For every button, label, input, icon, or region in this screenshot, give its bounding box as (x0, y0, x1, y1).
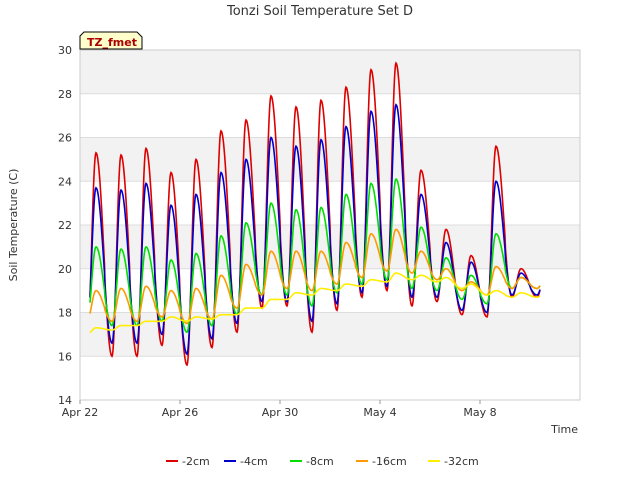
grid-band (80, 356, 580, 400)
site-badge-label: TZ_fmet (87, 36, 137, 49)
y-tick-label: 30 (58, 44, 72, 57)
grid-band (80, 50, 580, 94)
legend: -2cm -4cm -8cm -16cm -32cm (166, 455, 479, 468)
grid-band (80, 93, 580, 138)
x-tick-label: Apr 30 (262, 406, 299, 419)
y-axis-ticks: 14 16 18 20 22 24 26 28 30 (58, 44, 72, 407)
x-axis-ticks: Apr 22 Apr 26 Apr 30 May 4 May 8 (62, 400, 497, 419)
grid-band (80, 137, 580, 182)
site-badge-shape (79, 31, 143, 50)
y-tick-label: 24 (58, 175, 72, 188)
legend-label: -16cm (372, 455, 407, 468)
x-tick-label: Apr 26 (162, 406, 199, 419)
y-tick-label: 22 (58, 219, 72, 232)
legend-label: -32cm (444, 455, 479, 468)
y-tick-label: 28 (58, 88, 72, 101)
x-axis-label: Time (550, 423, 578, 436)
y-tick-label: 20 (58, 263, 72, 276)
legend-item: -32cm (428, 455, 479, 468)
y-tick-label: 26 (58, 132, 72, 145)
legend-item: -2cm (166, 455, 210, 468)
legend-label: -2cm (182, 455, 210, 468)
grid-band (80, 312, 580, 357)
x-tick-label: Apr 22 (62, 406, 99, 419)
series-line (89, 228, 541, 325)
legend-item: -16cm (356, 455, 407, 468)
x-tick-label: May 8 (463, 406, 496, 419)
series-line (89, 272, 541, 334)
chart-title: Tonzi Soil Temperature Set D (226, 4, 413, 19)
y-tick-label: 14 (58, 394, 72, 407)
y-tick-label: 18 (58, 307, 72, 320)
series-lines (89, 61, 541, 367)
legend-label: -4cm (240, 455, 268, 468)
y-tick-label: 16 (58, 350, 72, 363)
site-badge: TZ_fmet (79, 31, 143, 50)
legend-item: -4cm (224, 455, 268, 468)
x-tick-label: May 4 (363, 406, 396, 419)
y-axis-label: Soil Temperature (C) (7, 169, 20, 282)
legend-label: -8cm (306, 455, 334, 468)
legend-item: -8cm (290, 455, 334, 468)
plot-frame (79, 49, 581, 401)
